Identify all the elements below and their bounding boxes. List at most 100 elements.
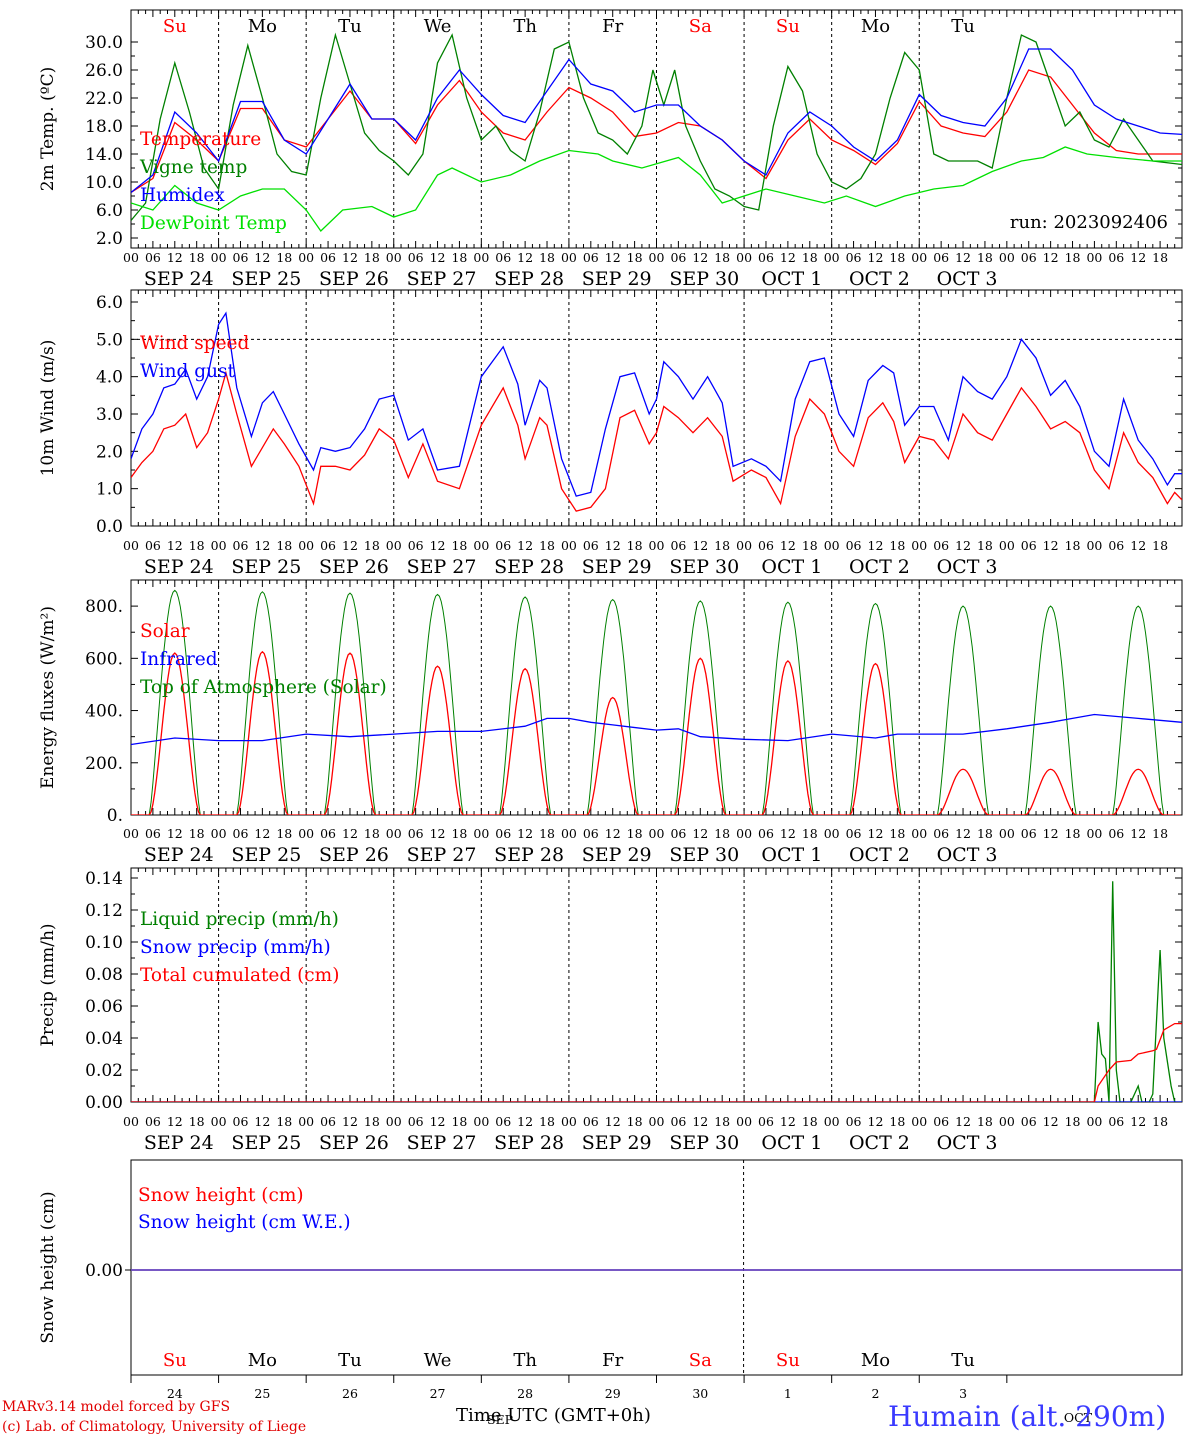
hour-tick-label: 18 — [1065, 250, 1081, 265]
hour-tick-label: 06 — [1021, 826, 1037, 841]
hour-tick-label: 12 — [430, 826, 446, 841]
legend-entry: Humidex — [140, 185, 225, 206]
month-label: OCT — [1064, 1410, 1093, 1425]
credit-line-2: (c) Lab. of Climatology, University of L… — [2, 1419, 307, 1435]
hour-tick-label: 00 — [123, 826, 139, 841]
hour-tick-label: 00 — [824, 1114, 840, 1129]
hour-tick-label: 06 — [233, 250, 249, 265]
hour-tick-label: 06 — [846, 250, 862, 265]
date-label: SEP 30 — [669, 844, 739, 866]
hour-tick-label: 18 — [1152, 250, 1168, 265]
hour-tick-label: 18 — [364, 1114, 380, 1129]
weekday-label: We — [424, 16, 452, 37]
day-number-label: 25 — [254, 1386, 270, 1401]
date-label: SEP 29 — [582, 844, 652, 866]
hour-tick-label: 00 — [298, 538, 314, 553]
hour-tick-label: 06 — [408, 1114, 424, 1129]
hour-tick-label: 00 — [824, 826, 840, 841]
y-tick-label: 0.00 — [85, 1261, 123, 1281]
hour-tick-label: 00 — [473, 538, 489, 553]
hour-tick-label: 00 — [999, 250, 1015, 265]
date-label: SEP 27 — [407, 844, 477, 866]
y-axis-title: 2m Temp. (ºC) — [38, 67, 58, 192]
legend-entry: Total cumulated (cm) — [140, 965, 339, 986]
hour-tick-label: 12 — [868, 538, 884, 553]
hour-tick-label: 18 — [539, 826, 555, 841]
hour-tick-label: 00 — [561, 538, 577, 553]
hour-tick-label: 00 — [736, 1114, 752, 1129]
series-line-liquid-precip-mm-h- — [131, 881, 1182, 1102]
date-label: OCT 3 — [937, 556, 998, 578]
legend-entry: Top of Atmosphere (Solar) — [140, 677, 387, 698]
hour-tick-label: 18 — [802, 538, 818, 553]
date-label: SEP 27 — [407, 1132, 477, 1154]
hour-tick-label: 06 — [233, 826, 249, 841]
date-label: OCT 2 — [849, 1132, 910, 1154]
hour-tick-label: 00 — [386, 826, 402, 841]
hour-tick-label: 12 — [517, 538, 533, 553]
hour-tick-label: 18 — [1152, 538, 1168, 553]
y-tick-label: 22.0 — [85, 89, 123, 109]
panel-1: 00 06 12 18 00 06 12 18 00 06 12 18 00 06 12 18 00 06 12 18… — [38, 9, 1183, 290]
hour-tick-label: 18 — [539, 538, 555, 553]
hour-tick-label: 00 — [561, 1114, 577, 1129]
legend-entry: Liquid precip (mm/h) — [140, 909, 339, 930]
date-label: SEP 25 — [231, 1132, 301, 1154]
date-label: OCT 1 — [761, 1132, 822, 1154]
hour-tick-label: 00 — [561, 250, 577, 265]
legend-entry: Infrared — [140, 649, 218, 670]
legend-entry: Snow precip (mm/h) — [140, 937, 331, 958]
date-label: SEP 28 — [494, 844, 564, 866]
hour-tick-label: 18 — [802, 1114, 818, 1129]
day-number-label: 24 — [167, 1386, 183, 1401]
hour-tick-label: 18 — [627, 538, 643, 553]
y-tick-label: 2.0 — [96, 229, 123, 249]
hour-tick-label: 00 — [649, 826, 665, 841]
hour-tick-label: 12 — [1043, 826, 1059, 841]
hour-tick-label: 12 — [517, 250, 533, 265]
date-label: OCT 1 — [761, 844, 822, 866]
hour-tick-label: 06 — [670, 250, 686, 265]
hour-tick-label: 00 — [123, 1114, 139, 1129]
weekday-label: Tu — [951, 1350, 975, 1371]
hour-tick-label: 12 — [605, 1114, 621, 1129]
legend-entry: Snow height (cm) — [138, 1185, 304, 1206]
date-label: SEP 29 — [582, 268, 652, 290]
hour-tick-label: 06 — [408, 538, 424, 553]
hour-tick-label: 18 — [1152, 826, 1168, 841]
series-line-vigne-temp — [131, 32, 1182, 221]
legend-entry: DewPoint Temp — [140, 213, 287, 234]
hour-tick-label: 06 — [758, 1114, 774, 1129]
weekday-label: Th — [513, 16, 537, 37]
hour-tick-label: 18 — [276, 826, 292, 841]
hour-tick-label: 12 — [254, 250, 270, 265]
weekday-label: Fr — [602, 1350, 623, 1371]
hour-tick-label: 12 — [605, 250, 621, 265]
hour-tick-label: 12 — [167, 1114, 183, 1129]
hour-tick-label: 00 — [386, 538, 402, 553]
y-tick-label: 6.0 — [96, 293, 123, 313]
hour-tick-label: 12 — [254, 826, 270, 841]
hour-tick-label: 00 — [911, 250, 927, 265]
series-group — [131, 881, 1182, 1102]
hour-tick-label: 06 — [583, 1114, 599, 1129]
hour-tick-label: 12 — [955, 1114, 971, 1129]
hour-tick-label: 06 — [933, 826, 949, 841]
date-label: SEP 28 — [494, 556, 564, 578]
legend-entry: Temperature — [140, 129, 261, 150]
hour-tick-label: 18 — [1065, 1114, 1081, 1129]
hour-tick-label: 00 — [649, 538, 665, 553]
date-label: OCT 2 — [849, 844, 910, 866]
date-label: OCT 3 — [937, 268, 998, 290]
y-axis-title: Precip (mm/h) — [38, 923, 58, 1046]
hour-tick-label: 06 — [495, 250, 511, 265]
date-label: OCT 3 — [937, 1132, 998, 1154]
y-tick-label: 400. — [85, 702, 123, 722]
date-label: SEP 29 — [582, 556, 652, 578]
hour-tick-label: 06 — [495, 826, 511, 841]
hour-tick-label: 18 — [889, 826, 905, 841]
date-label: SEP 26 — [319, 844, 389, 866]
hour-tick-label: 18 — [451, 538, 467, 553]
date-label: SEP 24 — [144, 268, 214, 290]
